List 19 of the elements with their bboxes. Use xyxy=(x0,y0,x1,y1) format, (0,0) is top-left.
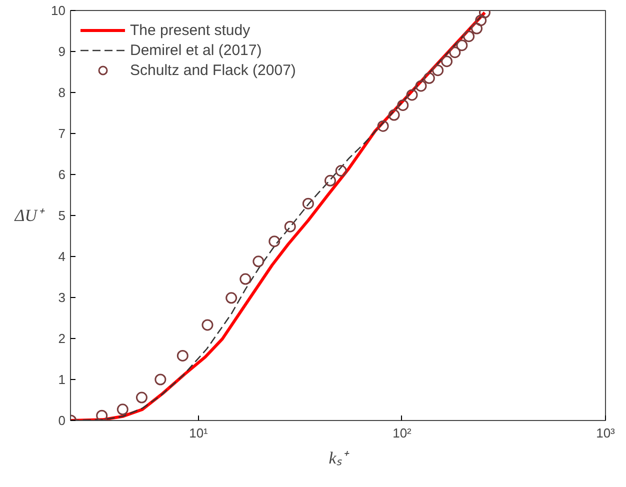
y-tick-label: 5 xyxy=(58,208,66,223)
y-tick-label: 4 xyxy=(58,249,66,264)
x-tick-label: 10² xyxy=(392,426,412,440)
y-tick-label: 2 xyxy=(58,331,66,346)
y-tick-label: 7 xyxy=(58,126,66,141)
y-tick-label: 10 xyxy=(51,3,66,18)
legend-label: Demirel et al (2017) xyxy=(130,42,262,58)
y-tick-label: 3 xyxy=(58,290,66,305)
legend-label: The present study xyxy=(130,22,250,38)
y-tick-label: 1 xyxy=(58,372,66,387)
y-axis-title: ΔU⁺ xyxy=(14,206,46,225)
x-tick-label: 10³ xyxy=(596,426,616,440)
x-axis-title: kₛ⁺ xyxy=(328,448,350,468)
y-tick-label: 0 xyxy=(58,413,66,428)
legend-label: Schultz and Flack (2007) xyxy=(130,62,296,78)
y-tick-label: 6 xyxy=(58,167,66,182)
y-tick-label: 9 xyxy=(58,44,66,59)
y-tick-label: 8 xyxy=(58,85,66,100)
x-tick-label: 10¹ xyxy=(189,426,209,440)
